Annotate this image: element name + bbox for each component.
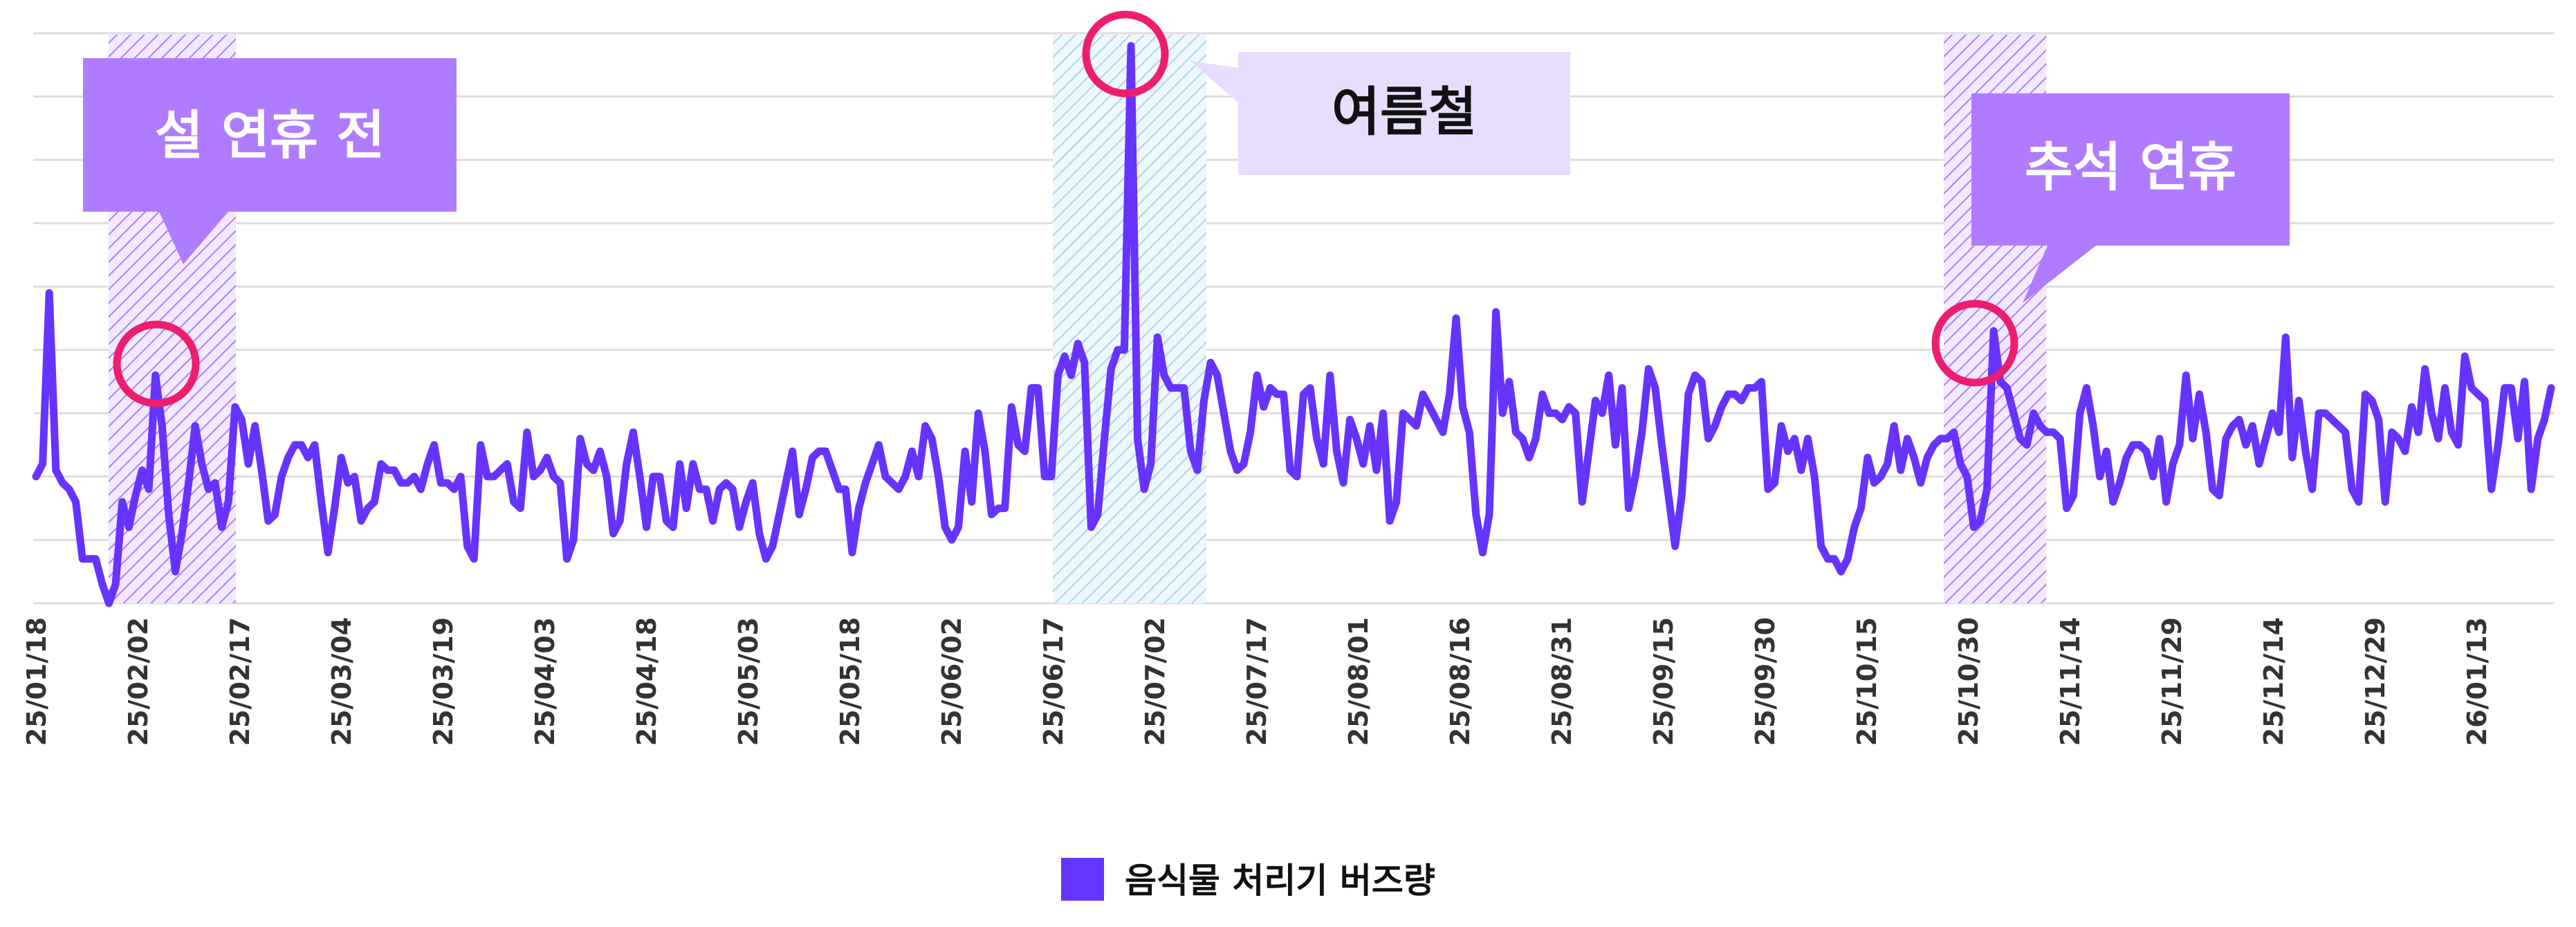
x-tick-label: 25/08/31 <box>1547 617 1577 746</box>
x-axis-ticks: 25/01/18 25/02/02 25/02/17 25/03/04 25/03/19… <box>21 617 2492 746</box>
callout-1: 설 연휴 전 <box>83 58 457 264</box>
x-tick-label: 25/10/30 <box>1953 617 1984 746</box>
x-tick-label: 25/12/14 <box>2258 617 2289 746</box>
x-tick-label: 25/08/01 <box>1343 617 1374 746</box>
x-tick-label: 25/08/16 <box>1445 617 1475 746</box>
callout-text: 설 연휴 전 <box>155 104 385 166</box>
series-line-layer <box>32 42 2555 607</box>
x-tick-label: 25/05/18 <box>835 617 865 746</box>
x-tick-label: 25/04/03 <box>530 617 560 746</box>
legend-label: 음식물 처리기 버즈량 <box>1125 861 1435 901</box>
legend-swatch <box>1061 858 1104 901</box>
x-tick-label: 25/05/03 <box>733 617 764 746</box>
callout-box <box>1238 52 1570 175</box>
highlight-circles <box>113 10 2018 407</box>
legend: 음식물 처리기 버즈량 <box>1061 858 1435 901</box>
x-tick-label: 25/01/18 <box>21 617 52 746</box>
x-tick-label: 25/07/02 <box>1140 617 1170 746</box>
x-tick-label: 25/06/17 <box>1038 617 1069 746</box>
highlight-circle-3 <box>1931 300 2018 387</box>
highlight-circle-2 <box>1082 10 1169 98</box>
callout-text: 추석 연휴 <box>2025 136 2236 198</box>
callout-text: 여름철 <box>1332 81 1477 143</box>
x-tick-label: 25/12/29 <box>2360 617 2391 746</box>
x-tick-label: 25/09/15 <box>1648 617 1679 746</box>
highlight-circle-1 <box>113 320 200 407</box>
x-tick-label: 25/11/14 <box>2055 617 2086 746</box>
x-tick-label: 25/09/30 <box>1750 617 1781 746</box>
x-tick-label: 25/06/02 <box>937 617 967 746</box>
x-tick-label: 25/11/29 <box>2157 617 2187 746</box>
callout-pointer <box>2023 246 2096 303</box>
callout-box <box>1971 93 2290 246</box>
callout-pointer <box>1190 61 1238 102</box>
callout-pointer <box>159 212 228 264</box>
x-tick-label: 25/04/18 <box>632 617 662 746</box>
series-line-buzz <box>32 42 2555 607</box>
x-tick-label: 25/03/04 <box>326 617 357 746</box>
callout-3: 추석 연휴 <box>1971 93 2290 303</box>
x-tick-label: 25/02/17 <box>225 617 255 746</box>
x-tick-label: 25/02/02 <box>123 617 154 746</box>
callout-2: 여름철 <box>1190 52 1570 175</box>
x-tick-label: 25/07/17 <box>1242 617 1272 746</box>
x-tick-label: 25/03/19 <box>428 617 459 746</box>
x-tick-label: 25/10/15 <box>1852 617 1882 746</box>
x-tick-label: 26/01/13 <box>2462 617 2492 746</box>
callout-box <box>83 58 457 212</box>
